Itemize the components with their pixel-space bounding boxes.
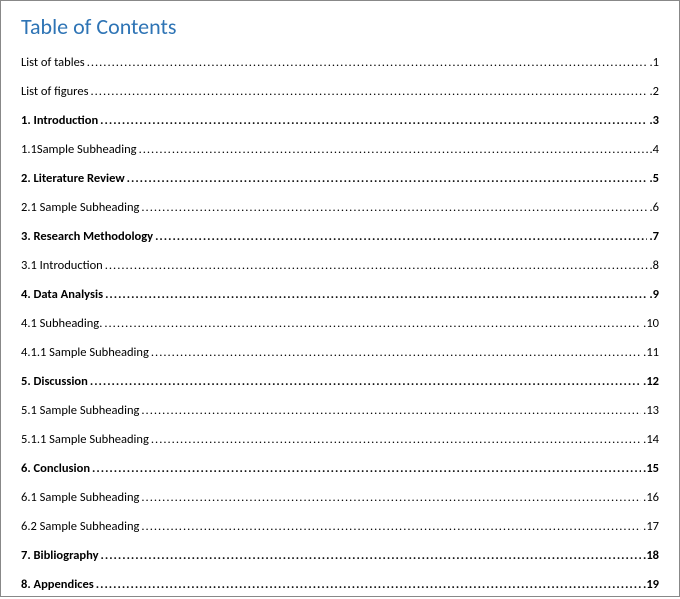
- toc-entry-label: 6.1 Sample Subheading: [21, 490, 139, 505]
- toc-entry-label: 4.1.1 Sample Subheading: [21, 345, 149, 360]
- toc-entry-label: 5.1 Sample Subheading: [21, 403, 139, 418]
- toc-entry-page: .9: [649, 287, 659, 302]
- toc-entry-page: .6: [650, 200, 660, 215]
- toc-entry: 6. Conclusion .15: [21, 454, 659, 483]
- toc-entry-page: .14: [643, 432, 659, 447]
- toc-leader-dots: [127, 171, 648, 186]
- toc-entry: 3.1 Introduction .8: [21, 251, 659, 280]
- toc-leader-dots: [141, 519, 641, 534]
- toc-entry-page: .1: [650, 55, 660, 70]
- toc-entry-label: 5. Discussion: [21, 374, 88, 389]
- toc-entry: 8. Appendices .19: [21, 570, 659, 599]
- toc-entry: List of tables .1: [21, 48, 659, 77]
- toc-entry-page: .19: [643, 577, 659, 592]
- toc-title: Table of Contents: [21, 13, 659, 40]
- toc-entry-label: 7. Bibliography: [21, 548, 99, 563]
- toc-entry: 5.1 Sample Subheading .13: [21, 396, 659, 425]
- toc-leader-dots: [90, 374, 641, 389]
- toc-entry-page: .10: [643, 316, 659, 331]
- toc-leader-dots: [101, 548, 641, 563]
- toc-entry-label: 6.2 Sample Subheading: [21, 519, 139, 534]
- toc-leader-dots: [105, 287, 647, 302]
- toc-entry-page: .5: [649, 171, 659, 186]
- toc-leader-dots: [151, 432, 641, 447]
- toc-entry-label: List of tables: [21, 55, 85, 70]
- toc-entry-label: List of figures: [21, 84, 89, 99]
- toc-entry: 5.1.1 Sample Subheading .14: [21, 425, 659, 454]
- toc-entry-page: .17: [643, 519, 659, 534]
- toc-leader-dots: [92, 461, 641, 476]
- toc-entry-label: 5.1.1 Sample Subheading: [21, 432, 149, 447]
- toc-entry-label: 3.1 Introduction: [21, 258, 103, 273]
- toc-entry: List of figures .2: [21, 77, 659, 106]
- toc-entry-label: 2. Literature Review: [21, 171, 125, 186]
- toc-entry: 7. Bibliography .18: [21, 541, 659, 570]
- toc-leader-dots: [91, 84, 648, 99]
- toc-entry-label: 4. Data Analysis: [21, 287, 103, 302]
- toc-entry-label: 8. Appendices: [21, 577, 94, 592]
- toc-entry: 2. Literature Review .5: [21, 164, 659, 193]
- toc-entries-container: List of tables .1List of figures .21. In…: [21, 48, 659, 599]
- toc-entry-page: .4: [650, 142, 660, 157]
- toc-leader-dots: [141, 403, 641, 418]
- toc-leader-dots: [104, 316, 641, 331]
- toc-entry-page: .8: [650, 258, 660, 273]
- toc-entry-page: .7: [649, 229, 659, 244]
- toc-leader-dots: [100, 113, 647, 128]
- toc-leader-dots: [96, 577, 641, 592]
- toc-entry-label: 3. Research Methodology: [21, 229, 153, 244]
- toc-entry-label: 6. Conclusion: [21, 461, 90, 476]
- toc-entry: 1. Introduction .3: [21, 106, 659, 135]
- toc-entry-page: .15: [643, 461, 659, 476]
- toc-leader-dots: [87, 55, 648, 70]
- toc-entry-label: 1.1Sample Subheading: [21, 142, 137, 157]
- toc-entry: 5. Discussion .12: [21, 367, 659, 396]
- toc-entry-label: 4.1 Subheading.: [21, 316, 102, 331]
- toc-entry-page: .16: [643, 490, 659, 505]
- toc-leader-dots: [155, 229, 647, 244]
- toc-entry: 6.1 Sample Subheading .16: [21, 483, 659, 512]
- toc-entry-page: .12: [643, 374, 659, 389]
- toc-entry-page: .18: [643, 548, 659, 563]
- toc-leader-dots: [141, 490, 641, 505]
- toc-entry-page: .13: [643, 403, 659, 418]
- toc-leader-dots: [105, 258, 648, 273]
- toc-leader-dots: [139, 142, 648, 157]
- toc-entry-page: .11: [643, 345, 659, 360]
- toc-entry-label: 1. Introduction: [21, 113, 98, 128]
- toc-entry-label: 2.1 Sample Subheading: [21, 200, 139, 215]
- toc-entry: 2.1 Sample Subheading .6: [21, 193, 659, 222]
- toc-leader-dots: [141, 200, 647, 215]
- toc-entry: 6.2 Sample Subheading .17: [21, 512, 659, 541]
- toc-entry: 4.1 Subheading. .10: [21, 309, 659, 338]
- toc-entry-page: .2: [650, 84, 660, 99]
- toc-entry: 4.1.1 Sample Subheading .11: [21, 338, 659, 367]
- toc-entry: 4. Data Analysis .9: [21, 280, 659, 309]
- toc-entry-page: .3: [649, 113, 659, 128]
- toc-entry: 3. Research Methodology .7: [21, 222, 659, 251]
- toc-leader-dots: [151, 345, 641, 360]
- toc-entry: 1.1Sample Subheading .4: [21, 135, 659, 164]
